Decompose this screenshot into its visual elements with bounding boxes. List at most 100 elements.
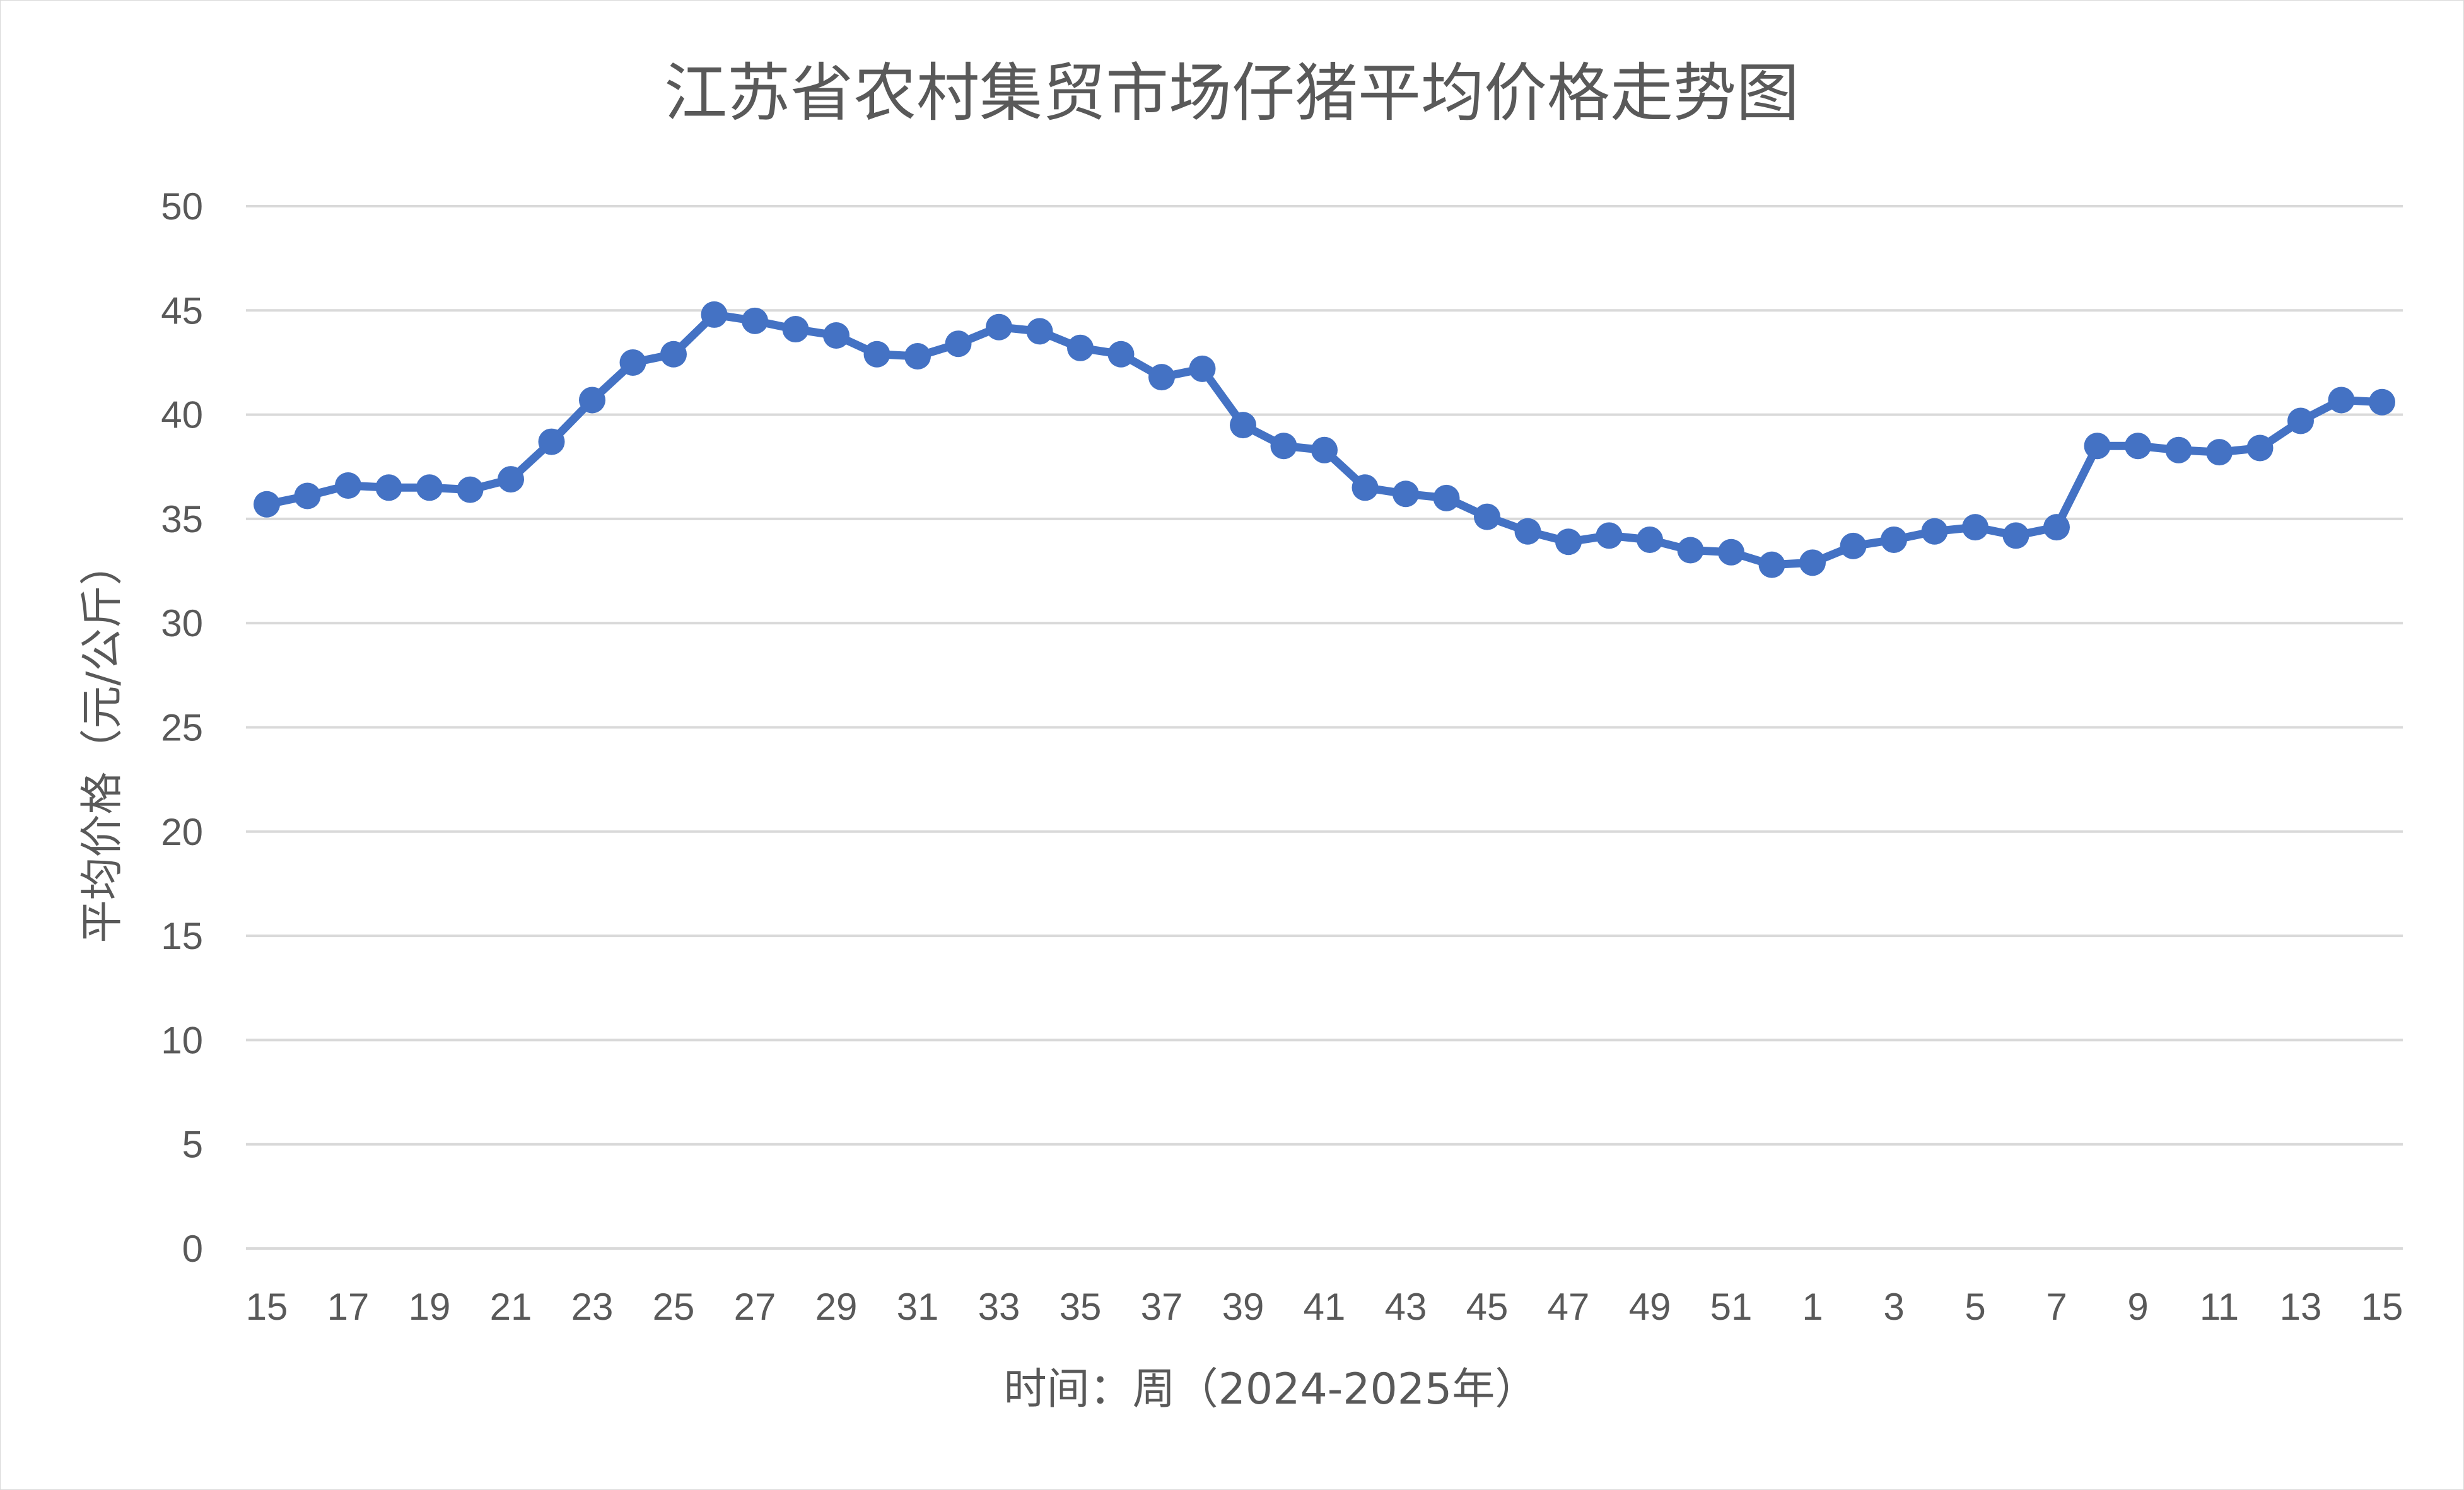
y-tick-label: 45 xyxy=(161,289,203,332)
y-tick-label: 5 xyxy=(182,1124,203,1166)
data-point xyxy=(1474,503,1500,530)
data-point xyxy=(1881,526,1907,553)
data-point xyxy=(2084,433,2111,460)
data-point xyxy=(904,343,931,370)
data-point xyxy=(1270,433,1297,460)
data-point xyxy=(742,307,768,334)
data-point xyxy=(579,387,605,414)
data-point xyxy=(2002,522,2029,549)
data-point xyxy=(1596,522,1623,549)
x-tick-label: 23 xyxy=(571,1286,614,1328)
data-point xyxy=(1962,514,1988,541)
data-point xyxy=(1393,480,1419,508)
x-tick-label: 33 xyxy=(978,1286,1020,1328)
x-tick-label: 27 xyxy=(734,1286,776,1328)
y-tick-label: 20 xyxy=(161,811,203,853)
data-point xyxy=(1555,528,1582,556)
x-tick-label: 51 xyxy=(1710,1286,1753,1328)
x-tick-label: 15 xyxy=(246,1286,288,1328)
x-tick-label: 45 xyxy=(1466,1286,1509,1328)
x-tick-label: 9 xyxy=(2127,1286,2148,1328)
data-point xyxy=(538,428,565,455)
x-tick-label: 47 xyxy=(1548,1286,1590,1328)
data-point xyxy=(2328,387,2355,414)
data-point xyxy=(660,340,687,368)
x-tick-label: 37 xyxy=(1141,1286,1183,1328)
data-point xyxy=(2165,436,2192,463)
x-tick-label: 31 xyxy=(897,1286,939,1328)
data-point xyxy=(1677,537,1704,564)
data-point xyxy=(1840,532,1867,559)
data-point xyxy=(1921,518,1948,545)
data-point xyxy=(375,474,402,501)
data-point xyxy=(1230,412,1256,439)
x-tick-label: 11 xyxy=(2200,1286,2239,1328)
data-point xyxy=(1637,526,1663,553)
x-tick-label: 13 xyxy=(2280,1286,2322,1328)
data-point xyxy=(1148,364,1175,391)
x-tick-label: 41 xyxy=(1304,1286,1346,1328)
y-tick-label: 35 xyxy=(161,498,203,540)
x-tick-label: 29 xyxy=(815,1286,858,1328)
y-tick-label: 40 xyxy=(161,394,203,436)
data-point xyxy=(1799,549,1826,576)
x-tick-label: 43 xyxy=(1385,1286,1427,1328)
x-tick-label: 39 xyxy=(1222,1286,1264,1328)
data-point xyxy=(823,322,850,349)
series-layer xyxy=(254,301,2395,578)
data-point xyxy=(335,472,361,499)
x-tick-label: 19 xyxy=(409,1286,451,1328)
x-tick-label: 21 xyxy=(490,1286,532,1328)
y-tick-label: 10 xyxy=(161,1019,203,1061)
data-point xyxy=(945,330,972,358)
data-point xyxy=(498,466,524,493)
y-tick-label: 30 xyxy=(161,602,203,644)
series-0 xyxy=(254,301,2395,578)
y-axis-ticks: 0 5 10 15 20 25 30 35 40 45 50 xyxy=(161,185,203,1270)
y-tick-label: 15 xyxy=(161,915,203,957)
data-point xyxy=(416,474,443,501)
data-point xyxy=(1026,318,1053,345)
data-point xyxy=(1352,474,1379,501)
data-point xyxy=(1067,334,1094,361)
data-point xyxy=(1758,551,1785,578)
data-point xyxy=(2043,514,2070,541)
data-point xyxy=(1433,484,1460,511)
x-tick-label: 25 xyxy=(653,1286,695,1328)
x-tick-label: 35 xyxy=(1060,1286,1102,1328)
data-point xyxy=(2369,388,2395,416)
data-point xyxy=(701,301,728,328)
data-point xyxy=(863,340,890,368)
y-tick-label: 0 xyxy=(182,1228,203,1270)
y-tick-label: 50 xyxy=(161,185,203,228)
chart-title: 江苏省农村集贸市场仔猪平均价格走势图 xyxy=(664,56,1799,130)
data-point xyxy=(619,349,646,376)
data-point xyxy=(986,313,1012,340)
y-axis-title: 平均价格（元/公斤） xyxy=(78,543,127,943)
data-point xyxy=(2206,439,2233,466)
data-point xyxy=(1718,538,1744,566)
data-point xyxy=(1514,518,1541,545)
x-axis-ticks: 15 17 19 21 23 25 27 29 31 33 35 37 39 41 43 45 47 49 51 1 3… xyxy=(246,1286,2403,1328)
data-point xyxy=(2246,434,2274,462)
data-point xyxy=(1311,436,1338,463)
gridlines xyxy=(246,205,2403,1250)
x-tick-label: 3 xyxy=(1883,1286,1904,1328)
data-point xyxy=(254,491,280,518)
x-tick-label: 1 xyxy=(1802,1286,1823,1328)
data-point xyxy=(2287,407,2314,434)
x-tick-label: 49 xyxy=(1629,1286,1671,1328)
x-tick-label: 7 xyxy=(2046,1286,2067,1328)
x-tick-label: 17 xyxy=(327,1286,370,1328)
data-point xyxy=(294,482,321,509)
data-point xyxy=(1189,355,1216,382)
y-tick-label: 25 xyxy=(161,707,203,749)
x-tick-label: 15 xyxy=(2361,1286,2403,1328)
data-point xyxy=(782,316,809,343)
data-point xyxy=(1107,340,1135,368)
data-point xyxy=(457,476,484,503)
data-point xyxy=(2125,433,2151,460)
x-tick-label: 5 xyxy=(1965,1286,1985,1328)
